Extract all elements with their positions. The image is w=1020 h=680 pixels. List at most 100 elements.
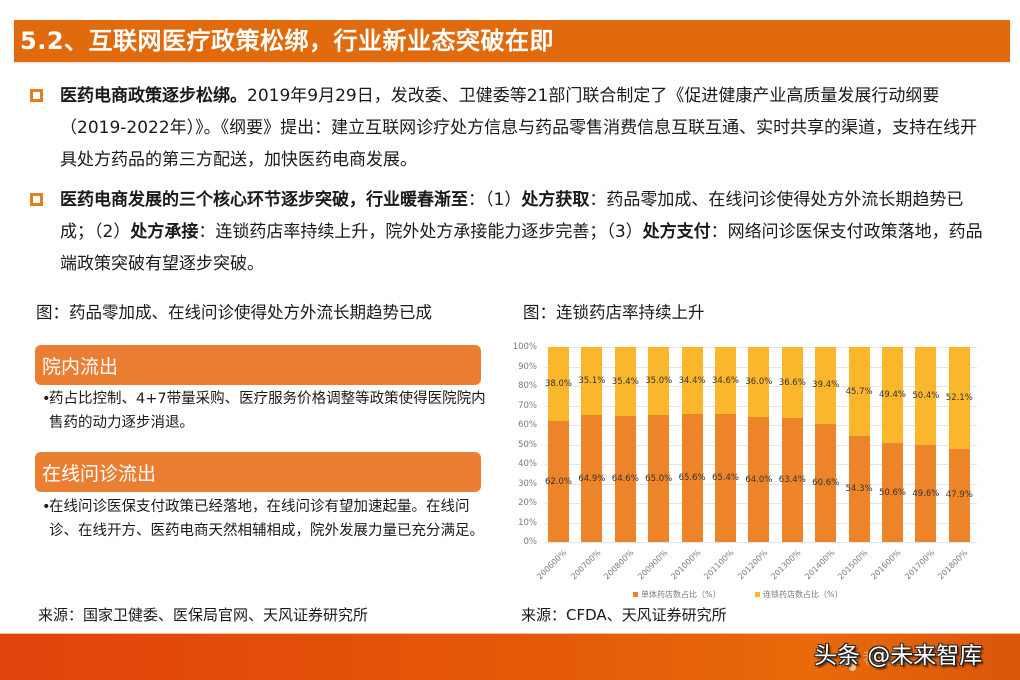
bullet-text: 2019年9月29日，发改委、卫健委等21部门联合制定了《促进健康产业高质量发展… [60, 86, 978, 170]
page-title: 5.2、互联网医疗政策松绑，行业新业态突破在即 [20, 27, 555, 55]
y-axis-tick: 20% [518, 498, 537, 508]
bullet-policy-loosening: 医药电商政策逐步松绑。2019年9月29日，发改委、卫健委等21部门联合制定了《… [30, 80, 990, 176]
bar-200600%: 38.0% 62.0% [544, 347, 573, 542]
footer-bar: 天风证券 TF SECURITIES [0, 633, 1020, 680]
bar-segment-single-store: 64.6% [612, 416, 639, 542]
bar-segment-single-store: 54.3% [845, 436, 873, 542]
bar-segment-chain-store: 36.0% [745, 347, 773, 418]
bullet-three-core-links: 医药电商发展的三个核心环节逐步突破，行业暖春渐至：（1）处方获取：药品零加成、在… [30, 184, 990, 280]
bar-200700%: 35.1% 64.9% [578, 347, 606, 542]
bar-segment-single-store: 47.9% [945, 448, 973, 542]
bullet-text: ：（1） [468, 190, 522, 210]
bar-segment-single-store: 60.6% [812, 423, 840, 542]
data-label: 62.0% [544, 476, 573, 487]
data-label: 38.0% [544, 379, 573, 390]
x-axis-tick: 200600% [535, 548, 569, 582]
bar-segment-chain-store: 35.4% [612, 347, 639, 417]
bar-200900%: 35.0% 65.0% [645, 347, 673, 542]
square-bullet-icon [30, 89, 43, 102]
bar-201600%: 49.4% 50.6% [878, 347, 907, 542]
data-label: 65.0% [645, 473, 673, 484]
data-label: 64.0% [745, 474, 773, 485]
bar-segment-single-store: 64.9% [578, 415, 606, 542]
bullet-body: 医药电商发展的三个核心环节逐步突破，行业暖春渐至：（1）处方获取：药品零加成、在… [60, 184, 990, 280]
data-label: 47.9% [945, 490, 973, 501]
bar-segment-single-store: 50.6% [879, 443, 906, 542]
bullet-text: ：网络问诊医保支付政策落地，药品端政策突破有望逐步突破。 [60, 222, 983, 274]
data-label: 45.7% [845, 386, 873, 397]
box-hospital-outflow: 院内流出 [35, 345, 481, 385]
bar-segment-chain-store: 36.6% [779, 347, 806, 419]
data-label: 49.4% [878, 390, 907, 401]
data-label: 35.1% [578, 376, 606, 387]
box-online-consult-outflow: 在线问诊流出 [35, 452, 481, 492]
x-axis-tick: 201000% [669, 548, 703, 582]
bar-200800%: 35.4% 64.6% [612, 347, 639, 542]
y-axis-tick: 80% [518, 381, 537, 391]
data-label: 65.4% [711, 473, 740, 484]
data-label: 52.1% [945, 392, 973, 403]
logo-subtext: TF SECURITIES [865, 661, 902, 667]
x-axis-tick: 200700% [568, 548, 603, 582]
y-axis-tick: 40% [518, 459, 537, 469]
gridline [545, 542, 977, 543]
keyword-prescription-payment: 处方支付 [642, 222, 711, 242]
bullet-dot-icon: • [42, 391, 51, 407]
bullet-body: 医药电商政策逐步松绑。2019年9月29日，发改委、卫健委等21部门联合制定了《… [60, 80, 990, 176]
x-axis-tick: 200800% [602, 548, 636, 582]
data-label: 36.0% [745, 377, 773, 388]
bar-201100%: 34.6% 65.4% [711, 347, 740, 542]
x-axis-tick: 201200% [735, 548, 770, 582]
x-axis-tick: 201700% [902, 548, 937, 582]
y-axis-tick: 90% [518, 361, 537, 372]
bar-segment-chain-store: 34.4% [678, 347, 706, 415]
bar-segment-chain-store: 35.1% [578, 347, 606, 416]
y-axis-tick: 60% [518, 420, 537, 430]
box-heading: 在线问诊流出 [42, 463, 157, 485]
data-label: 34.4% [678, 375, 706, 386]
bar-segment-single-store: 62.0% [544, 421, 573, 542]
bullet-dot-icon: • [42, 499, 51, 515]
legend-item: 单体药店数占比（%） [633, 589, 721, 600]
data-label: 34.6% [711, 375, 740, 386]
bar-segment-single-store: 49.6% [912, 445, 939, 542]
logo-petal-icon [851, 655, 858, 662]
bar-segment-chain-store: 45.7% [845, 347, 873, 437]
box-heading: 院内流出 [42, 356, 119, 378]
data-label: 60.6% [812, 477, 840, 488]
box-hospital-outflow-text: • 药占比控制、4+7带量采购、医疗服务价格调整等政策使得医院院内售药的动力逐步… [42, 387, 489, 435]
x-axis-tick: 201500% [836, 548, 870, 582]
x-axis-tick: 201400% [802, 548, 837, 582]
legend-swatch-icon [755, 592, 760, 597]
bar-segment-chain-store: 50.4% [912, 347, 939, 446]
left-source-note: 来源：国家卫健委、医保局官网、天风证券研究所 [38, 606, 369, 624]
bar-201200%: 36.0% 64.0% [745, 347, 773, 542]
y-axis-tick: 10% [518, 517, 537, 528]
logo-petal-icon [841, 659, 848, 666]
keyword-prescription-accept: 处方承接 [130, 222, 199, 242]
data-label: 54.3% [845, 484, 873, 495]
y-axis-tick: 50% [518, 439, 537, 450]
logo-petal-icon [843, 650, 850, 657]
bar-segment-single-store: 63.4% [779, 418, 806, 542]
data-label: 39.4% [812, 380, 840, 391]
bar-201800%: 52.1% 47.9% [945, 347, 973, 542]
stacked-bar-chart: 0% 10% 20% 30% 40% 50% 60% 70% 80% 90% 100% 38.0% 62… [505, 336, 985, 604]
right-figure-caption: 图：连锁药店率持续上升 [523, 303, 705, 322]
bar-201700%: 50.4% 49.6% [912, 347, 939, 542]
bar-segment-chain-store: 49.4% [878, 347, 907, 444]
y-axis-tick: 0% [523, 537, 538, 547]
data-label: 65.6% [678, 473, 706, 484]
section-title-bar: 5.2、互联网医疗政策松绑，行业新业态突破在即 [14, 20, 1010, 62]
square-bullet-icon [30, 193, 43, 206]
x-axis-tick: 200900% [635, 548, 670, 582]
bullet-text: ：连锁药店率持续上升，院外处方承接能力逐步完善；（3） [198, 222, 643, 242]
x-axis-tick: 201100% [702, 548, 736, 582]
legend-label: 连锁药店数占比（%） [763, 590, 843, 599]
legend-label: 单体药店数占比（%） [641, 590, 721, 599]
bar-201000%: 34.4% 65.6% [678, 347, 706, 542]
data-label: 64.9% [578, 473, 606, 484]
right-source-note: 来源：CFDA、天风证券研究所 [521, 606, 727, 624]
x-axis-tick: 201800% [936, 548, 970, 582]
bar-segment-chain-store: 52.1% [945, 347, 973, 449]
